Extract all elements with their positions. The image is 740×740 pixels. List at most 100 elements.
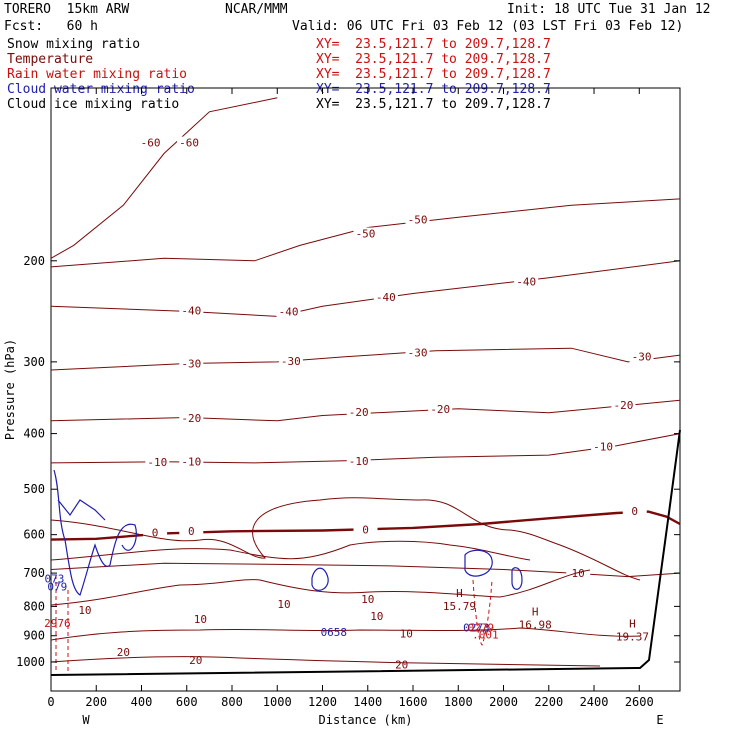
- maximum-marker: H: [532, 606, 539, 619]
- temperature-contour-label: 0: [631, 505, 638, 518]
- temperature-contour-label: 10: [194, 613, 207, 626]
- axes: 0 200 400 600 800 1000 1200 1400 1600 1800 2000 220…: [3, 88, 680, 727]
- x-tick-label: 1800: [444, 695, 473, 709]
- legend-snow-label: Snow mixing ratio: [7, 37, 141, 52]
- contour-label-mask: [179, 411, 204, 424]
- contour-label-mask: [622, 505, 647, 518]
- cloud-water-label: 0273: [463, 622, 490, 635]
- header-valid: Valid: 06 UTC Fri 03 Feb 12 (03 LST Fri …: [292, 19, 684, 34]
- legend-rain-xy: XY= 23.5,121.7 to 209.7,128.7: [316, 67, 551, 82]
- header-org: NCAR/MMM: [225, 2, 288, 17]
- cloud-water-west: [53, 469, 137, 596]
- temperature-contours: -60 -60 -50 -50 -40 -40 -40 -40 -30 -30 -30 -30 -20 -…: [50, 97, 681, 580]
- contour-label-mask: [353, 227, 378, 240]
- plot-frame: [50, 87, 681, 692]
- x-tick-label: 600: [176, 695, 198, 709]
- y-tick-label: 300: [23, 355, 45, 369]
- contour-label-mask: [177, 136, 202, 149]
- temperature-contour-label: 10: [361, 593, 374, 606]
- temperature-contour-label: 0: [362, 523, 369, 536]
- temperature-contour-label: -20: [430, 403, 450, 416]
- maximum-value: 19.37: [616, 630, 649, 643]
- temperature-contour-label: -50: [408, 213, 428, 226]
- y-tick-label: 600: [23, 528, 45, 542]
- contour-label-mask: [276, 305, 301, 318]
- temperature-contour-label: -40: [279, 305, 299, 318]
- x-tick-label: 1400: [353, 695, 382, 709]
- temperature-contour-line: [50, 260, 681, 317]
- legend-cloud-ice-label: Cloud ice mixing ratio: [7, 97, 180, 112]
- temperature-contour-label: -20: [613, 399, 633, 412]
- contour-label-mask: [145, 455, 170, 468]
- contour-label-mask: [514, 275, 539, 288]
- rain-water-label: 0279: [468, 622, 495, 635]
- x-tick-label: 1000: [263, 695, 292, 709]
- temperature-contour-label: -30: [632, 351, 652, 364]
- temperature-contour-label: -40: [181, 304, 201, 317]
- x-tick-label: 800: [221, 695, 243, 709]
- legend-rain-label: Rain water mixing ratio: [7, 67, 188, 82]
- temperature-contour-label: 10: [400, 627, 413, 640]
- temperature-contour-label: 10: [277, 598, 290, 611]
- x-tick-label: 2000: [489, 695, 518, 709]
- temperature-contour-line: [50, 347, 681, 371]
- contour-label-mask: [405, 213, 430, 226]
- temperature-contour-label: -60: [179, 137, 199, 150]
- maximum-value: 16.98: [519, 619, 552, 632]
- contour-label-mask: [179, 304, 204, 317]
- contour-20-lower: [50, 627, 641, 641]
- rain-1900: [472, 579, 493, 646]
- legend-cloud-ice-xy: XY= 23.5,121.7 to 209.7,128.7: [316, 97, 551, 112]
- temperature-contour-label: -30: [281, 355, 301, 368]
- rain-water-label: 2976: [44, 617, 71, 630]
- contour-label-mask: [138, 136, 163, 149]
- temperature-contour-label: -10: [181, 455, 201, 468]
- contour-label-mask: [346, 454, 371, 467]
- x-tick-label: 2200: [534, 695, 563, 709]
- y-tick-label: 400: [23, 427, 45, 441]
- cloud-water-2050: [511, 567, 523, 590]
- x-tick-label: 2600: [625, 695, 654, 709]
- legend-temperature-label: Temperature: [7, 52, 94, 67]
- contour-label-mask: [373, 290, 398, 303]
- maximum-marker: H: [456, 587, 463, 600]
- x-axis-title: Distance (km): [319, 713, 413, 727]
- header-fcst: Fcst: 60 h: [4, 19, 98, 34]
- temperature-contour-label: -50: [356, 228, 376, 241]
- header-model: TORERO 15km ARW: [4, 2, 130, 17]
- y-tick-label: 500: [23, 482, 45, 496]
- temperature-contour-label: -20: [349, 406, 369, 419]
- temperature-contour-label: 10: [78, 604, 91, 617]
- y-tick-label: 200: [23, 254, 45, 268]
- contour-label-mask: [405, 346, 430, 359]
- rain-west: [55, 575, 69, 672]
- temperature-contour-label: -10: [593, 441, 613, 454]
- legend-cloud-water-label: Cloud water mixing ratio: [7, 82, 195, 97]
- temperature-contour-label: 10: [572, 567, 585, 580]
- y-tick-label: 800: [23, 599, 45, 613]
- contour-20-bottom: [50, 656, 601, 667]
- cloud-water-label: 0658: [321, 626, 348, 639]
- rain-water-label: .001: [472, 629, 499, 642]
- contour-label-mask: [611, 398, 636, 411]
- cloud-water-label: 079: [47, 581, 67, 594]
- temperature-contour-line: [50, 562, 681, 578]
- y-axis-title: Pressure (hPa): [3, 339, 17, 440]
- temperature-contour-label: 20: [117, 646, 130, 659]
- temperature-contour-label: -20: [181, 412, 201, 425]
- temperature-contour-label: -30: [181, 357, 201, 370]
- legend-temperature-xy: XY= 23.5,121.7 to 209.7,128.7: [316, 52, 551, 67]
- maximum-value: 15.79: [443, 600, 476, 613]
- contour-label-mask: [278, 354, 303, 367]
- x-tick-label: 200: [85, 695, 107, 709]
- temperature-contour-line: [50, 198, 681, 268]
- east-endpoint-label: E: [656, 713, 663, 727]
- contour-label-mask: [591, 440, 616, 453]
- west-endpoint-label: W: [82, 713, 90, 727]
- contour-label-mask: [428, 403, 453, 416]
- temperature-contour-label: -30: [408, 346, 428, 359]
- x-tick-label: 1200: [308, 695, 337, 709]
- temperature-contour-label: -40: [516, 275, 536, 288]
- contour-label-mask: [143, 526, 168, 539]
- temperature-contour-label: -10: [349, 455, 369, 468]
